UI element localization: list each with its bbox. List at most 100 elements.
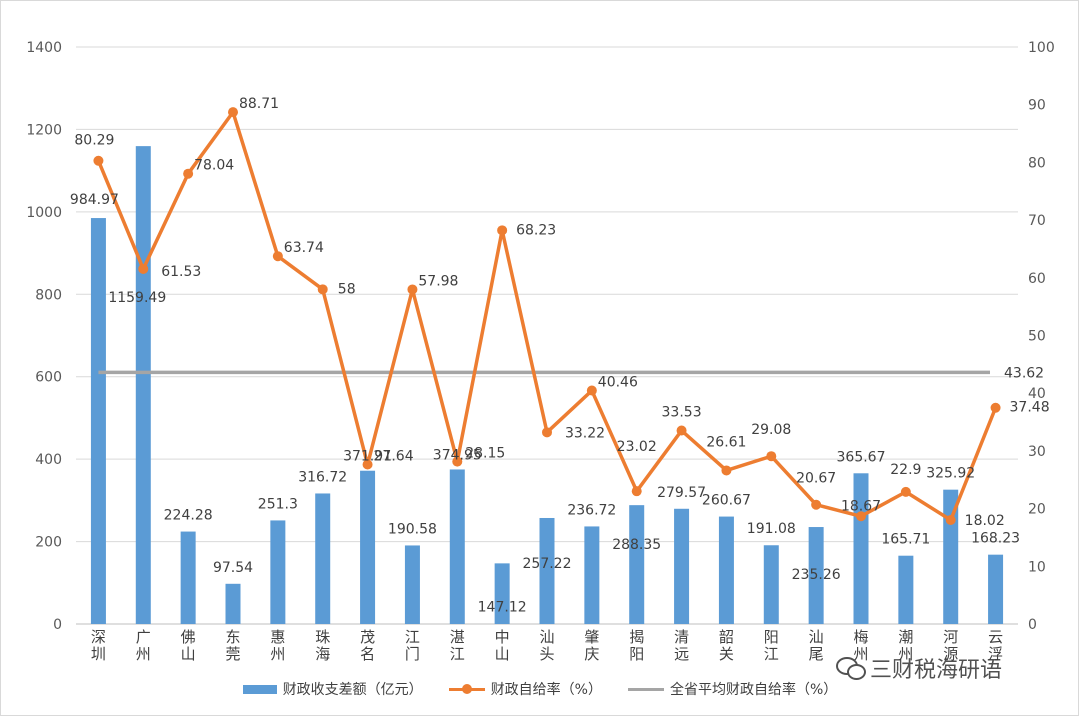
- y-left-tick-label: 400: [35, 452, 62, 468]
- bar: [404, 545, 420, 624]
- x-tick-label: 门: [405, 645, 420, 663]
- bar: [763, 545, 779, 624]
- x-tick-label: 江: [450, 645, 465, 663]
- x-tick-label: 头: [539, 645, 554, 663]
- bar: [718, 516, 734, 624]
- bar-data-label: 374.95: [433, 447, 482, 463]
- line-point: [183, 168, 194, 179]
- legend-swatch-line-dot: [448, 684, 485, 694]
- line-data-label: 18.67: [841, 498, 881, 514]
- bar-data-label: 365.67: [837, 449, 886, 465]
- x-tick-label: 名: [360, 645, 375, 663]
- line-point: [631, 486, 642, 497]
- line-point: [407, 284, 418, 295]
- x-tick-label: 潮: [898, 628, 913, 646]
- line-point: [317, 284, 328, 295]
- wechat-icon: [836, 655, 866, 681]
- x-tick-label: 州: [898, 645, 913, 663]
- y-right-tick-label: 10: [1028, 559, 1046, 575]
- x-tick-label: 阳: [629, 645, 644, 663]
- bar-data-label: 257.22: [523, 556, 572, 572]
- x-tick-label: 肇: [584, 628, 599, 646]
- y-right-tick-label: 50: [1028, 329, 1046, 345]
- line-point: [945, 515, 956, 526]
- line-data-label: 57.98: [418, 273, 458, 289]
- x-tick-label: 揭: [629, 628, 644, 646]
- bar-data-label: 235.26: [792, 567, 841, 583]
- legend-label-self-sufficiency: 财政自给率（%）: [490, 682, 602, 698]
- bar-data-label: 147.12: [478, 599, 527, 615]
- bar-data-label: 325.92: [926, 466, 975, 482]
- bar: [180, 531, 196, 624]
- line-point: [138, 263, 149, 274]
- bar: [898, 555, 914, 624]
- x-tick-label: 庆: [584, 645, 599, 663]
- line-point: [497, 225, 508, 236]
- y-right-tick-label: 80: [1028, 155, 1046, 171]
- line-data-label: 29.08: [751, 422, 791, 438]
- bar: [808, 527, 824, 624]
- line-data-label: 23.02: [617, 439, 657, 455]
- line-point: [93, 155, 104, 166]
- x-tick-label: 清: [674, 628, 689, 646]
- x-tick-label: 尾: [809, 645, 824, 663]
- line-data-label: 63.74: [284, 240, 324, 256]
- bar-data-label: 236.72: [567, 502, 616, 518]
- line-point: [990, 402, 1001, 413]
- legend-item-balance: 财政收支差额（亿元）: [242, 679, 423, 699]
- bar: [853, 473, 869, 624]
- line-data-label: 33.22: [565, 425, 605, 441]
- y-right-tick-label: 90: [1028, 98, 1046, 114]
- y-left-tick-label: 800: [35, 287, 62, 303]
- x-tick-label: 湛: [450, 628, 465, 646]
- bar-data-label: 260.67: [702, 493, 751, 509]
- x-tick-label: 江: [405, 628, 420, 646]
- line-data-label: 58: [338, 281, 356, 297]
- bar: [539, 517, 555, 624]
- line-data-label: 22.9: [890, 462, 921, 478]
- x-tick-label: 云: [988, 628, 1003, 646]
- legend-label-province-average: 全省平均财政自给率（%）: [670, 682, 838, 698]
- bar: [135, 146, 151, 624]
- x-tick-label: 莞: [225, 645, 240, 663]
- x-tick-label: 中: [495, 628, 510, 646]
- line-data-label: 88.71: [239, 96, 279, 112]
- bar-data-label: 168.23: [971, 531, 1020, 547]
- x-tick-label: 珠: [315, 628, 330, 646]
- x-tick-label: 源: [943, 645, 958, 663]
- x-tick-label: 深: [91, 628, 106, 646]
- y-right-tick-label: 60: [1028, 271, 1046, 287]
- y-right-tick-label: 30: [1028, 444, 1046, 460]
- line-point: [721, 465, 732, 476]
- bar: [629, 505, 645, 624]
- y-left-tick-label: 600: [35, 370, 62, 386]
- x-tick-label: 江: [764, 645, 779, 663]
- bar-data-label: 97.54: [213, 560, 253, 576]
- average-data-label: 43.62: [1004, 365, 1044, 381]
- line-point: [228, 107, 238, 118]
- x-tick-label: 河: [943, 628, 958, 646]
- bar-data-label: 288.35: [612, 537, 661, 553]
- line-data-label: 61.53: [161, 264, 201, 280]
- x-tick-label: 圳: [91, 645, 106, 663]
- bar: [270, 520, 286, 624]
- line-data-label: 40.46: [598, 375, 638, 391]
- bar-data-label: 191.08: [747, 521, 796, 537]
- bar: [494, 563, 510, 624]
- line-point: [676, 425, 687, 436]
- x-tick-label: 汕: [809, 628, 824, 646]
- bar-data-label: 224.28: [164, 508, 213, 524]
- line-data-label: 27.64: [374, 449, 414, 465]
- line-data-label: 20.67: [796, 471, 836, 487]
- bar: [90, 218, 106, 625]
- x-tick-label: 广: [136, 628, 151, 646]
- line-point: [811, 499, 822, 510]
- bar: [988, 554, 1004, 624]
- bar: [449, 469, 465, 624]
- bar-data-label: 279.57: [657, 485, 706, 501]
- x-tick-label: 远: [674, 645, 689, 663]
- bar-data-label: 371.91: [343, 449, 392, 465]
- bar: [225, 583, 241, 624]
- bar-data-label: 1159.49: [108, 290, 166, 306]
